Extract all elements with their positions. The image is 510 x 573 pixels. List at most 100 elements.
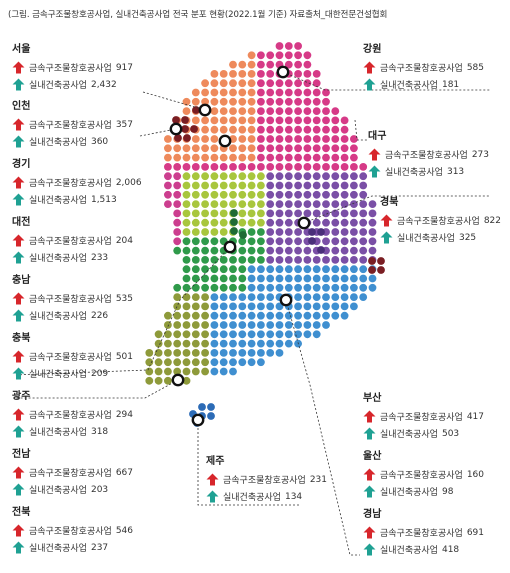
map-dot — [359, 246, 368, 255]
map-dot — [219, 163, 228, 171]
map-dot — [303, 274, 312, 283]
map-dot — [303, 144, 312, 153]
map-dot — [173, 218, 182, 227]
map-dot — [312, 79, 321, 88]
interior-stat: 실내건축공사업 360 — [12, 133, 133, 150]
metal-value: 917 — [115, 62, 133, 73]
map-dot — [257, 293, 265, 301]
map-dot — [257, 51, 265, 60]
map-dot — [247, 293, 256, 301]
map-dot — [294, 135, 302, 143]
interior-label: 실내건축공사업 — [29, 196, 87, 206]
map-dot — [322, 190, 330, 199]
map-dot — [266, 70, 275, 78]
metal-stat: 금속구조물창호공사업 204 — [12, 232, 133, 249]
map-dot — [294, 321, 302, 329]
map-dot — [284, 311, 293, 320]
map-dot — [210, 330, 219, 339]
map-dot — [247, 274, 256, 283]
map-dot — [238, 135, 247, 143]
map-dot — [154, 367, 163, 376]
interior-stat: 실내건축공사업 181 — [363, 76, 484, 93]
map-dot — [247, 283, 256, 292]
map-dot — [191, 237, 200, 246]
map-dot — [238, 125, 247, 134]
map-dot — [322, 135, 330, 143]
map-dot — [238, 218, 247, 227]
map-dot — [182, 218, 191, 227]
map-dot — [173, 237, 182, 246]
metal-label: 금속구조물창호공사업 — [29, 237, 112, 247]
metal-stat: 금속구조물창호공사업 357 — [12, 116, 133, 133]
map-dot — [275, 153, 284, 162]
map-dot — [312, 200, 321, 209]
map-dot — [322, 293, 330, 301]
map-dot — [191, 349, 200, 357]
map-dot — [182, 246, 191, 255]
location-marker — [223, 240, 237, 254]
map-dot — [312, 144, 321, 153]
map-dot — [247, 125, 256, 134]
map-dot — [331, 107, 340, 115]
interior-label: 실내건축공사업 — [29, 544, 87, 554]
map-dot — [210, 302, 219, 311]
map-dot — [266, 237, 275, 246]
map-dot — [229, 367, 237, 376]
map-dot — [173, 349, 182, 357]
map-dot — [303, 172, 312, 181]
location-marker — [191, 413, 205, 427]
map-dot — [238, 153, 247, 162]
map-dot — [359, 293, 368, 301]
map-dot — [229, 79, 237, 88]
map-dot — [266, 163, 275, 171]
map-dot — [191, 116, 200, 125]
map-dot — [331, 218, 340, 227]
map-dot — [229, 274, 237, 283]
metal-stat: 금속구조물창호공사업 160 — [363, 466, 484, 483]
map-dot — [340, 228, 349, 236]
interior-stat: 실내건축공사업 325 — [380, 229, 501, 246]
map-dot — [210, 181, 219, 190]
map-dot — [340, 274, 349, 283]
map-dot — [266, 265, 275, 274]
map-dot — [331, 293, 340, 301]
map-dot — [322, 88, 330, 97]
map-dot — [238, 209, 247, 218]
map-dot — [229, 163, 237, 171]
map-dot — [284, 153, 293, 162]
metal-value: 667 — [115, 467, 133, 478]
leader-line — [303, 195, 490, 224]
map-dot — [284, 88, 293, 97]
map-dot — [266, 107, 275, 115]
map-dot — [210, 107, 219, 115]
map-dot — [247, 200, 256, 209]
map-dot — [191, 135, 200, 143]
map-dot — [164, 349, 172, 357]
map-dot — [322, 283, 330, 292]
leader-lines — [13, 71, 490, 556]
map-dot — [201, 181, 210, 190]
up-arrow-icon — [380, 231, 393, 244]
map-dot — [331, 237, 340, 246]
map-dot — [182, 349, 191, 357]
map-dot — [182, 228, 191, 236]
metal-stat: 금속구조물창호공사업 231 — [206, 471, 327, 488]
interior-value: 313 — [446, 166, 465, 177]
map-dot — [275, 209, 284, 218]
region-gyeongnam: 경남 금속구조물창호공사업 691 실내건축공사업 418 — [363, 505, 484, 558]
map-dot — [191, 200, 200, 209]
interior-label: 실내건축공사업 — [223, 493, 281, 503]
metal-label: 금속구조물창호공사업 — [29, 64, 112, 74]
map-dot — [257, 153, 265, 162]
map-dot — [219, 265, 228, 274]
interior-value: 503 — [441, 428, 460, 439]
map-dot — [350, 265, 358, 274]
metal-label: 금속구조물창호공사업 — [29, 469, 112, 479]
map-dot — [191, 144, 200, 153]
map-dot — [331, 181, 340, 190]
map-dot — [303, 125, 312, 134]
map-dot — [322, 116, 330, 125]
map-dot — [173, 358, 182, 367]
region-name: 대전 — [12, 217, 31, 228]
map-dot — [191, 358, 200, 367]
